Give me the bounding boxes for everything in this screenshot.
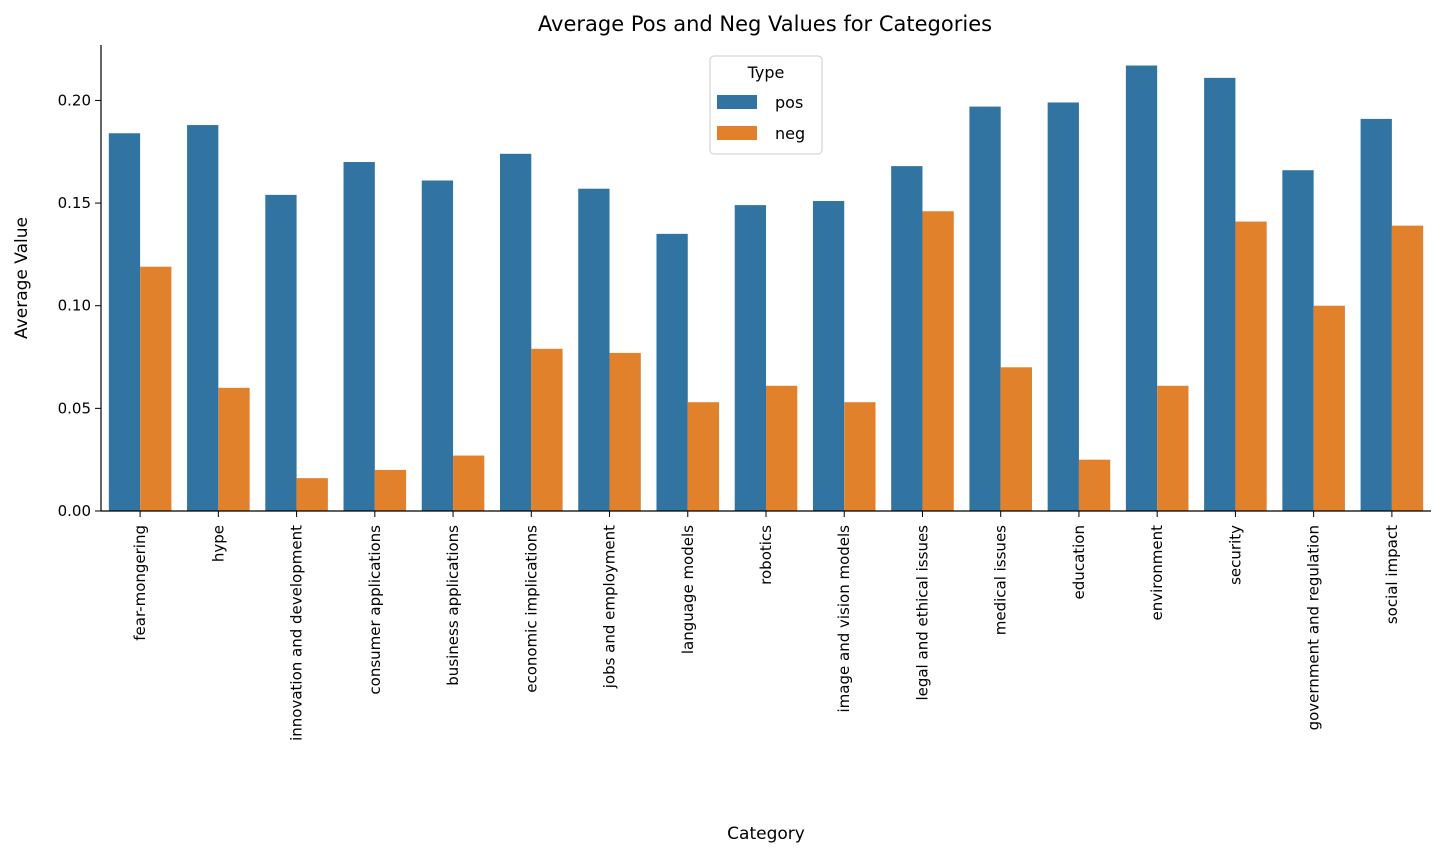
bar-pos-3 bbox=[343, 162, 375, 511]
x-tick-label: social impact bbox=[1383, 525, 1401, 624]
bar-pos-9 bbox=[812, 201, 845, 511]
x-tick-label: hype bbox=[209, 525, 227, 562]
bar-neg-15 bbox=[1313, 305, 1345, 511]
legend: Type pos neg bbox=[709, 55, 823, 155]
chart-title: Average Pos and Neg Values for Categorie… bbox=[538, 12, 992, 36]
legend-label-pos: pos bbox=[775, 93, 803, 112]
bar-neg-0 bbox=[140, 266, 172, 511]
x-tick-label: legal and ethical issues bbox=[913, 525, 931, 701]
x-tick-label: environment bbox=[1148, 525, 1166, 621]
bar-pos-12 bbox=[1047, 102, 1079, 511]
bar-neg-5 bbox=[531, 348, 563, 511]
bar-neg-10 bbox=[922, 211, 954, 511]
bar-pos-6 bbox=[578, 188, 610, 511]
bar-neg-12 bbox=[1078, 459, 1111, 511]
bar-neg-8 bbox=[766, 385, 798, 511]
x-tick-label: security bbox=[1226, 525, 1244, 585]
x-tick-label: innovation and development bbox=[288, 525, 306, 741]
x-axis: fear-mongering hype innovation and develop… bbox=[101, 510, 1431, 741]
bar-pos-0 bbox=[108, 133, 141, 511]
bar-pos-4 bbox=[421, 180, 454, 512]
bar-neg-1 bbox=[218, 387, 250, 511]
bar-neg-13 bbox=[1157, 385, 1189, 511]
bar-pos-13 bbox=[1125, 65, 1158, 511]
bar-pos-1 bbox=[187, 125, 219, 511]
legend-swatch-pos bbox=[717, 95, 757, 109]
bar-neg-2 bbox=[296, 478, 328, 511]
y-tick-label: 0.15 bbox=[58, 194, 91, 212]
x-tick-label: fear-mongering bbox=[131, 525, 149, 641]
bar-neg-14 bbox=[1235, 221, 1267, 512]
legend-swatch-neg bbox=[717, 126, 757, 140]
x-tick-label: medical issues bbox=[992, 525, 1010, 635]
x-tick-label: business applications bbox=[444, 525, 462, 686]
y-axis-label: Average Value bbox=[12, 217, 32, 339]
y-tick-label: 0.10 bbox=[58, 297, 91, 315]
bar-neg-16 bbox=[1391, 225, 1424, 511]
y-tick-label: 0.20 bbox=[58, 91, 91, 109]
bar-neg-6 bbox=[609, 352, 641, 511]
legend-title: Type bbox=[747, 63, 785, 82]
bar-pos-11 bbox=[969, 106, 1001, 511]
x-tick-label: economic implications bbox=[522, 525, 540, 693]
y-axis: 0.00 0.05 0.10 0.15 0.20 bbox=[58, 45, 102, 520]
bar-pos-7 bbox=[656, 233, 688, 512]
x-tick-label: jobs and employment bbox=[601, 525, 619, 689]
bar-pos-14 bbox=[1204, 77, 1236, 511]
bar-pos-8 bbox=[734, 205, 766, 511]
x-tick-label: government and regulation bbox=[1305, 525, 1323, 730]
x-axis-label: Category bbox=[727, 824, 805, 844]
bar-neg-11 bbox=[1000, 367, 1032, 511]
bar-pos-5 bbox=[500, 153, 532, 512]
bar-pos-10 bbox=[891, 166, 923, 511]
x-tick-label: robotics bbox=[757, 525, 775, 585]
legend-label-neg: neg bbox=[775, 124, 805, 143]
bar-neg-4 bbox=[453, 455, 485, 511]
bars-group bbox=[108, 65, 1424, 512]
x-tick-label: education bbox=[1070, 525, 1088, 599]
bar-neg-3 bbox=[374, 469, 407, 511]
bar-neg-7 bbox=[687, 402, 720, 511]
bar-pos-15 bbox=[1282, 170, 1314, 511]
y-tick-label: 0.00 bbox=[58, 502, 91, 520]
x-tick-label: language models bbox=[679, 525, 697, 654]
y-tick-label: 0.05 bbox=[58, 399, 91, 417]
x-tick-label: image and vision models bbox=[835, 525, 853, 713]
bar-pos-2 bbox=[265, 194, 297, 512]
x-tick-label: consumer applications bbox=[366, 525, 384, 695]
bar-neg-9 bbox=[844, 402, 876, 511]
bar-pos-16 bbox=[1360, 118, 1392, 512]
